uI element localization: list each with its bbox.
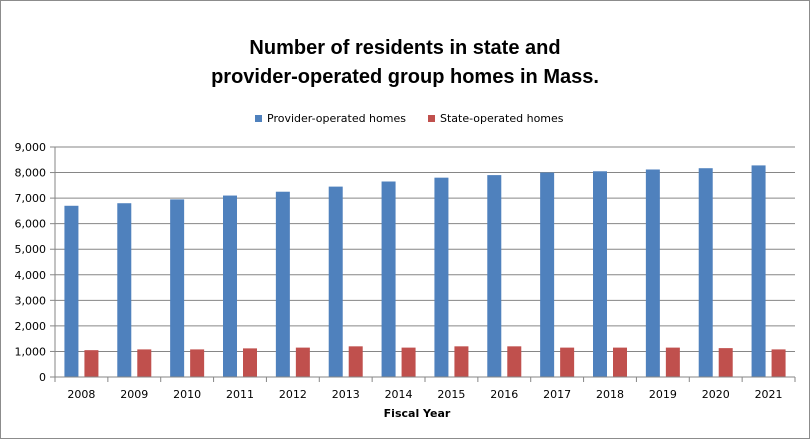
bar-provider-operated <box>593 171 607 377</box>
x-tick-label: 2012 <box>279 388 307 401</box>
axes: 0 1,000 2,000 3,000 4,000 5,000 6,000 7,000 8,00… <box>15 141 796 401</box>
bar-state-operated <box>718 348 733 377</box>
bar-provider-operated <box>434 177 449 377</box>
bar-provider-operated <box>64 205 79 377</box>
x-tick-label: 2011 <box>226 388 254 401</box>
bar-state-operated <box>507 346 522 377</box>
x-tick-label: 2020 <box>702 388 730 401</box>
legend-swatch-state <box>428 115 435 122</box>
bar-provider-operated <box>751 165 766 377</box>
bar-provider-operated <box>698 168 713 377</box>
bar-state-operated <box>560 347 575 377</box>
x-tick-label: 2019 <box>649 388 677 401</box>
chart-legend: Provider-operated homes State-operated h… <box>0 112 810 128</box>
bar-state-operated <box>84 350 99 377</box>
bar-provider-operated <box>645 169 660 377</box>
y-tick-label: 8,000 <box>15 167 47 180</box>
bar-state-operated <box>454 346 469 377</box>
x-tick-label: 2014 <box>385 388 413 401</box>
gridlines <box>55 146 795 352</box>
x-tick-label: 2009 <box>120 388 148 401</box>
y-tick-label: 2,000 <box>15 320 47 333</box>
y-tick-label: 5,000 <box>15 243 47 256</box>
x-tick-label: 2010 <box>173 388 201 401</box>
bar-provider-operated <box>117 203 132 377</box>
chart-title-line-1: Number of residents in state and <box>249 37 561 59</box>
legend-item-provider: Provider-operated homes <box>255 112 406 125</box>
legend-label-provider: Provider-operated homes <box>267 112 406 125</box>
legend-label-state: State-operated homes <box>440 112 564 125</box>
bar-state-operated <box>401 347 416 377</box>
x-tick-label: 2017 <box>543 388 571 401</box>
y-tick-label: 7,000 <box>15 192 47 205</box>
y-tick-label: 3,000 <box>15 294 47 307</box>
x-tick-label: 2008 <box>67 388 95 401</box>
bar-provider-operated <box>170 199 185 377</box>
bar-state-operated <box>665 347 680 377</box>
bar-provider-operated <box>540 172 555 377</box>
x-tick-label: 2021 <box>755 388 783 401</box>
y-tick-label: 4,000 <box>15 269 47 282</box>
bar-state-operated <box>243 348 257 377</box>
bar-provider-operated <box>381 181 396 377</box>
x-axis-title: Fiscal Year <box>384 407 451 420</box>
y-tick-label: 1,000 <box>15 345 47 358</box>
bars <box>64 165 786 377</box>
bar-state-operated <box>137 349 152 377</box>
bar-state-operated <box>348 346 363 377</box>
x-tick-label: 2015 <box>437 388 465 401</box>
legend-swatch-provider <box>255 115 262 122</box>
y-tick-label: 6,000 <box>15 218 47 231</box>
bar-state-operated <box>190 349 205 377</box>
bar-state-operated <box>295 347 310 377</box>
y-tick-label: 9,000 <box>15 141 47 154</box>
bar-state-operated <box>613 347 627 377</box>
x-tick-label: 2018 <box>596 388 624 401</box>
x-tick-label: 2013 <box>332 388 360 401</box>
y-tick-label: 0 <box>39 371 46 384</box>
chart-title: Number of residents in state and provide… <box>0 34 810 92</box>
bar-provider-operated <box>487 175 502 377</box>
bar-provider-operated <box>328 186 343 377</box>
bar-provider-operated <box>275 191 290 377</box>
bar-state-operated <box>771 349 786 377</box>
bar-provider-operated <box>223 195 237 377</box>
chart-title-line-2: provider-operated group homes in Mass. <box>211 66 599 88</box>
x-tick-label: 2016 <box>490 388 518 401</box>
legend-item-state: State-operated homes <box>428 112 564 125</box>
